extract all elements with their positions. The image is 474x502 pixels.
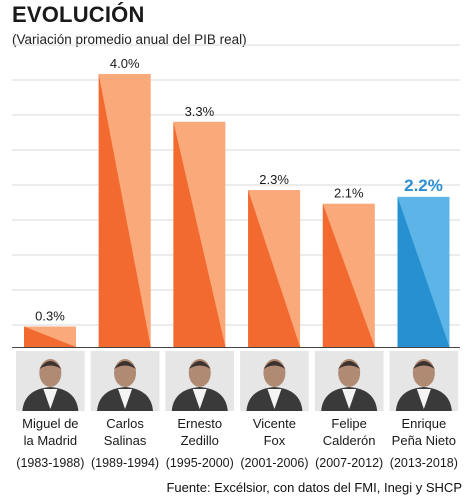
grid-layer — [12, 44, 460, 326]
bar-value-label: 2.1% — [334, 186, 364, 201]
bar-chart: 0.3% 4.0% 3.3% 2.3% 2.1% 2.2% — [12, 44, 460, 411]
chart-subtitle: (Variación promedio anual del PIB real) — [12, 32, 247, 47]
portrait-image — [90, 351, 160, 411]
portrait-image — [16, 351, 85, 411]
bar-shade — [248, 190, 301, 347]
bar-value-label: 4.0% — [110, 56, 140, 71]
bar-value-label: 2.3% — [259, 172, 289, 187]
bar — [248, 190, 301, 347]
portrait-image — [240, 351, 309, 411]
president-period: (2001-2006) — [240, 456, 309, 470]
bar-shade — [24, 326, 76, 347]
bars-layer — [12, 74, 460, 348]
portrait-image — [165, 351, 235, 411]
bar-value-label: 3.3% — [185, 104, 215, 119]
portrait-image — [389, 351, 459, 411]
portraits-layer — [16, 351, 459, 411]
president-name: Carlos Salinas — [103, 416, 147, 448]
bar — [173, 121, 226, 348]
president-period: (2007-2012) — [315, 456, 384, 470]
president-period: (1989-1994) — [90, 456, 160, 470]
president-name: Miguel de la Madrid — [22, 416, 79, 448]
chart-title: EVOLUCIÓN — [12, 2, 145, 27]
bar-shade — [173, 121, 226, 348]
president-period: (1995-2000) — [165, 456, 234, 470]
president-period: (2013-2018) — [389, 456, 458, 470]
bar-shade — [98, 74, 151, 347]
bar-value-label: 0.3% — [35, 309, 65, 324]
bar — [24, 326, 76, 347]
president-name: Vicente Fox — [252, 416, 296, 448]
president-name: Felipe Calderón — [322, 416, 376, 448]
president-name: Enrique Peña Nieto — [391, 416, 456, 448]
portrait-image — [314, 351, 384, 411]
bar — [98, 74, 151, 347]
bar — [322, 203, 375, 347]
president-period: (1983-1988) — [16, 456, 85, 470]
bar-shade — [322, 203, 375, 347]
source-note: Fuente: Excélsior, con datos del FMI, In… — [166, 480, 462, 495]
president-name: Ernesto Zedillo — [177, 416, 223, 448]
bar-value-label: 2.2% — [404, 176, 443, 195]
value-labels-layer: 0.3% 4.0% 3.3% 2.3% 2.1% 2.2% — [35, 56, 443, 324]
bar-shade — [397, 196, 450, 347]
bar — [397, 196, 450, 347]
